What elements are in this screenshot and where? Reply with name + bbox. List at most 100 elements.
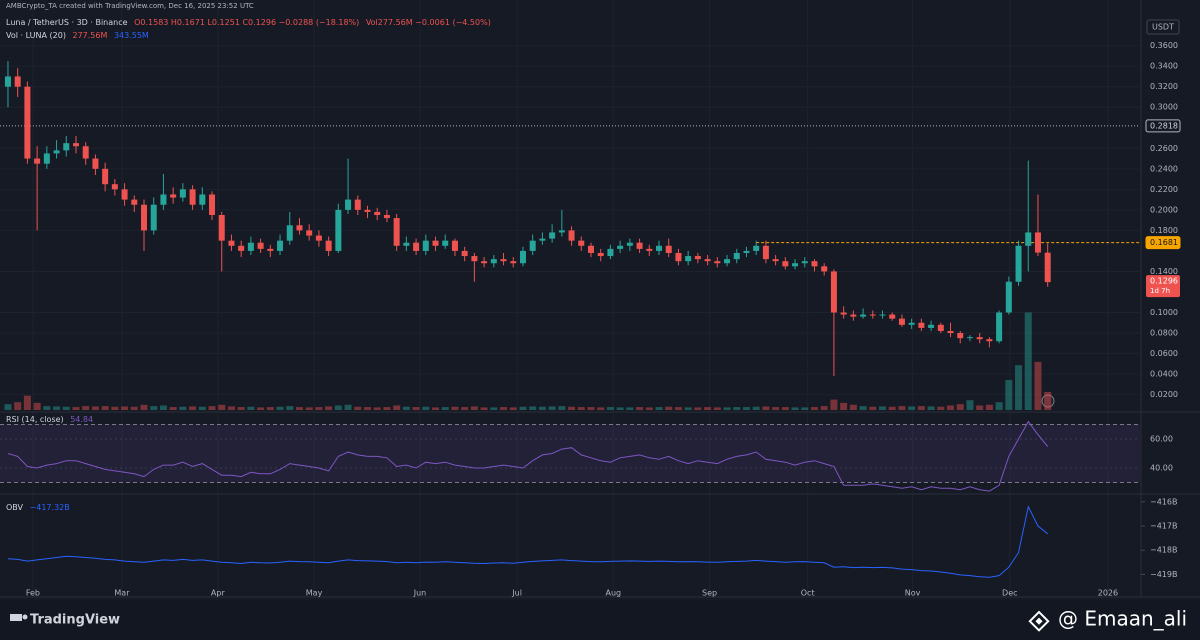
volume-bar <box>1034 361 1042 410</box>
candle-body <box>82 146 89 159</box>
volume-bar <box>344 404 352 410</box>
candle-body <box>4 76 11 87</box>
candle-body <box>646 248 653 251</box>
candle-body <box>636 242 643 249</box>
volume-bar <box>966 400 974 410</box>
volume-bar <box>237 407 245 410</box>
x-tick-label: Sep <box>702 589 717 598</box>
volume-bar <box>276 406 284 410</box>
volume-bar <box>33 402 41 410</box>
volume-bar <box>927 406 935 410</box>
candle-body <box>772 259 779 262</box>
volume-bar <box>956 404 964 410</box>
x-tick-label: Apr <box>211 589 226 598</box>
countdown: 1d 7h <box>1150 287 1170 295</box>
y-tick-label: 0.2000 <box>1150 205 1178 214</box>
candle-body <box>830 271 837 313</box>
y-tick-label: 0.0400 <box>1150 370 1178 379</box>
volume-bar <box>1044 391 1052 410</box>
candle-body <box>490 259 497 264</box>
volume-bar <box>859 406 867 410</box>
volume-value: 277.56M <box>72 31 108 40</box>
y-tick-label: 0.3200 <box>1150 82 1178 91</box>
candle-body <box>957 333 964 339</box>
candle-body <box>160 194 167 205</box>
volume-bar <box>393 405 401 410</box>
volume-bar <box>150 406 158 410</box>
volume-bar <box>840 402 848 410</box>
volume-bar <box>325 406 333 410</box>
candle-body <box>869 314 876 316</box>
obv-tick-label: −419B <box>1150 570 1177 579</box>
volume-bar <box>111 406 119 410</box>
price-label: 0.2818 <box>1150 121 1178 130</box>
candle-body <box>218 215 225 241</box>
volume-bar <box>490 407 498 410</box>
candle-body <box>277 240 284 251</box>
volume-name: Vol · LUNA (20) <box>6 31 66 40</box>
price-label: 0.1681 <box>1150 238 1178 247</box>
y-tick-label: 0.2200 <box>1150 185 1178 194</box>
volume-bar <box>723 407 731 410</box>
footer-bg <box>0 600 1200 640</box>
candle-body <box>199 194 206 205</box>
watermark: @ Emaan_ali <box>1058 607 1187 631</box>
candle-body <box>908 322 915 325</box>
volume-bar <box>169 407 177 410</box>
volume-bar <box>91 406 99 410</box>
candle-body <box>315 235 322 241</box>
obv-name: OBV <box>6 503 24 512</box>
candle-body <box>72 143 79 147</box>
candle-body <box>986 339 993 342</box>
volume-bar <box>189 406 197 410</box>
candle-body <box>170 194 177 198</box>
last-price: 0.1296 <box>1150 277 1178 286</box>
volume-bar <box>830 399 838 410</box>
volume-bar <box>869 406 877 410</box>
candle-body <box>335 209 342 251</box>
volume-info: Vol277.56M −0.0061 (−4.50%) <box>365 18 491 27</box>
candle-body <box>150 204 157 231</box>
candle-body <box>607 248 614 257</box>
y-tick-label: 0.1400 <box>1150 267 1178 276</box>
obv-tick-label: −418B <box>1150 546 1177 555</box>
candle-body <box>111 184 118 190</box>
rsi-tick-label: 40.00 <box>1150 463 1173 472</box>
candle-body <box>24 86 31 159</box>
candle-body <box>529 240 536 251</box>
candle-body <box>325 240 332 251</box>
volume-bar <box>1005 380 1013 410</box>
volume-bar <box>121 406 129 410</box>
candle-body <box>743 250 750 253</box>
volume-bar <box>538 406 546 410</box>
candle-body <box>568 230 575 241</box>
candle-body <box>63 143 70 151</box>
volume-bar <box>908 406 916 410</box>
volume-bar <box>772 407 780 410</box>
volume-bar <box>742 407 750 410</box>
volume-bar <box>72 407 80 410</box>
candle-body <box>374 211 381 215</box>
logo-text: TradingView <box>30 613 120 628</box>
volume-bar <box>315 407 323 410</box>
volume-bar <box>208 406 216 410</box>
volume-bar <box>266 407 274 410</box>
candle-body <box>724 259 731 264</box>
candle-body <box>247 242 254 251</box>
volume-bar <box>179 406 187 410</box>
y-tick-label: 0.1800 <box>1150 226 1178 235</box>
candle-body <box>286 225 293 241</box>
candle-body <box>665 245 672 253</box>
obv-tick-label: −417B <box>1150 522 1177 531</box>
obv-legend: OBV −417.32B <box>6 503 74 512</box>
candle-body <box>451 240 458 251</box>
volume-bar <box>548 406 556 410</box>
volume-bar <box>43 406 51 410</box>
price-label-box <box>1145 236 1181 250</box>
volume-bar <box>937 406 945 410</box>
x-tick-label: Aug <box>606 589 622 598</box>
candle-body <box>510 261 517 264</box>
y-tick-label: 0.3000 <box>1150 103 1178 112</box>
tv-logo <box>10 614 28 621</box>
